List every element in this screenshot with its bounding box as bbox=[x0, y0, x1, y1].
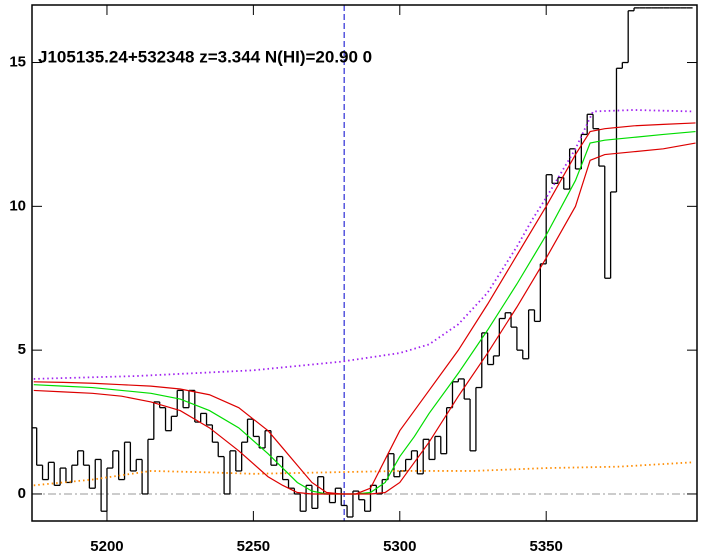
dotted-curve bbox=[33, 461, 693, 487]
y-tick-label: 5 bbox=[18, 341, 26, 358]
y-tick-label: 15 bbox=[9, 53, 26, 70]
plot-area bbox=[32, 5, 697, 521]
y-tick-label: 0 bbox=[18, 485, 26, 502]
chart-title: J105135.24+532348 z=3.344 N(HI)=20.90 0 bbox=[38, 47, 372, 66]
x-tick-label: 5350 bbox=[530, 538, 563, 555]
flux-riser bbox=[36, 7, 635, 517]
y-tick-label: 10 bbox=[9, 197, 26, 214]
x-tick-label: 5300 bbox=[383, 538, 416, 555]
dotted-curve bbox=[33, 109, 693, 380]
x-tick-label: 5200 bbox=[90, 538, 123, 555]
plot-frame bbox=[31, 4, 698, 522]
x-tick-label: 5250 bbox=[237, 538, 270, 555]
model-curve bbox=[33, 130, 696, 495]
model-curve bbox=[33, 142, 696, 495]
model-curve bbox=[33, 122, 696, 495]
